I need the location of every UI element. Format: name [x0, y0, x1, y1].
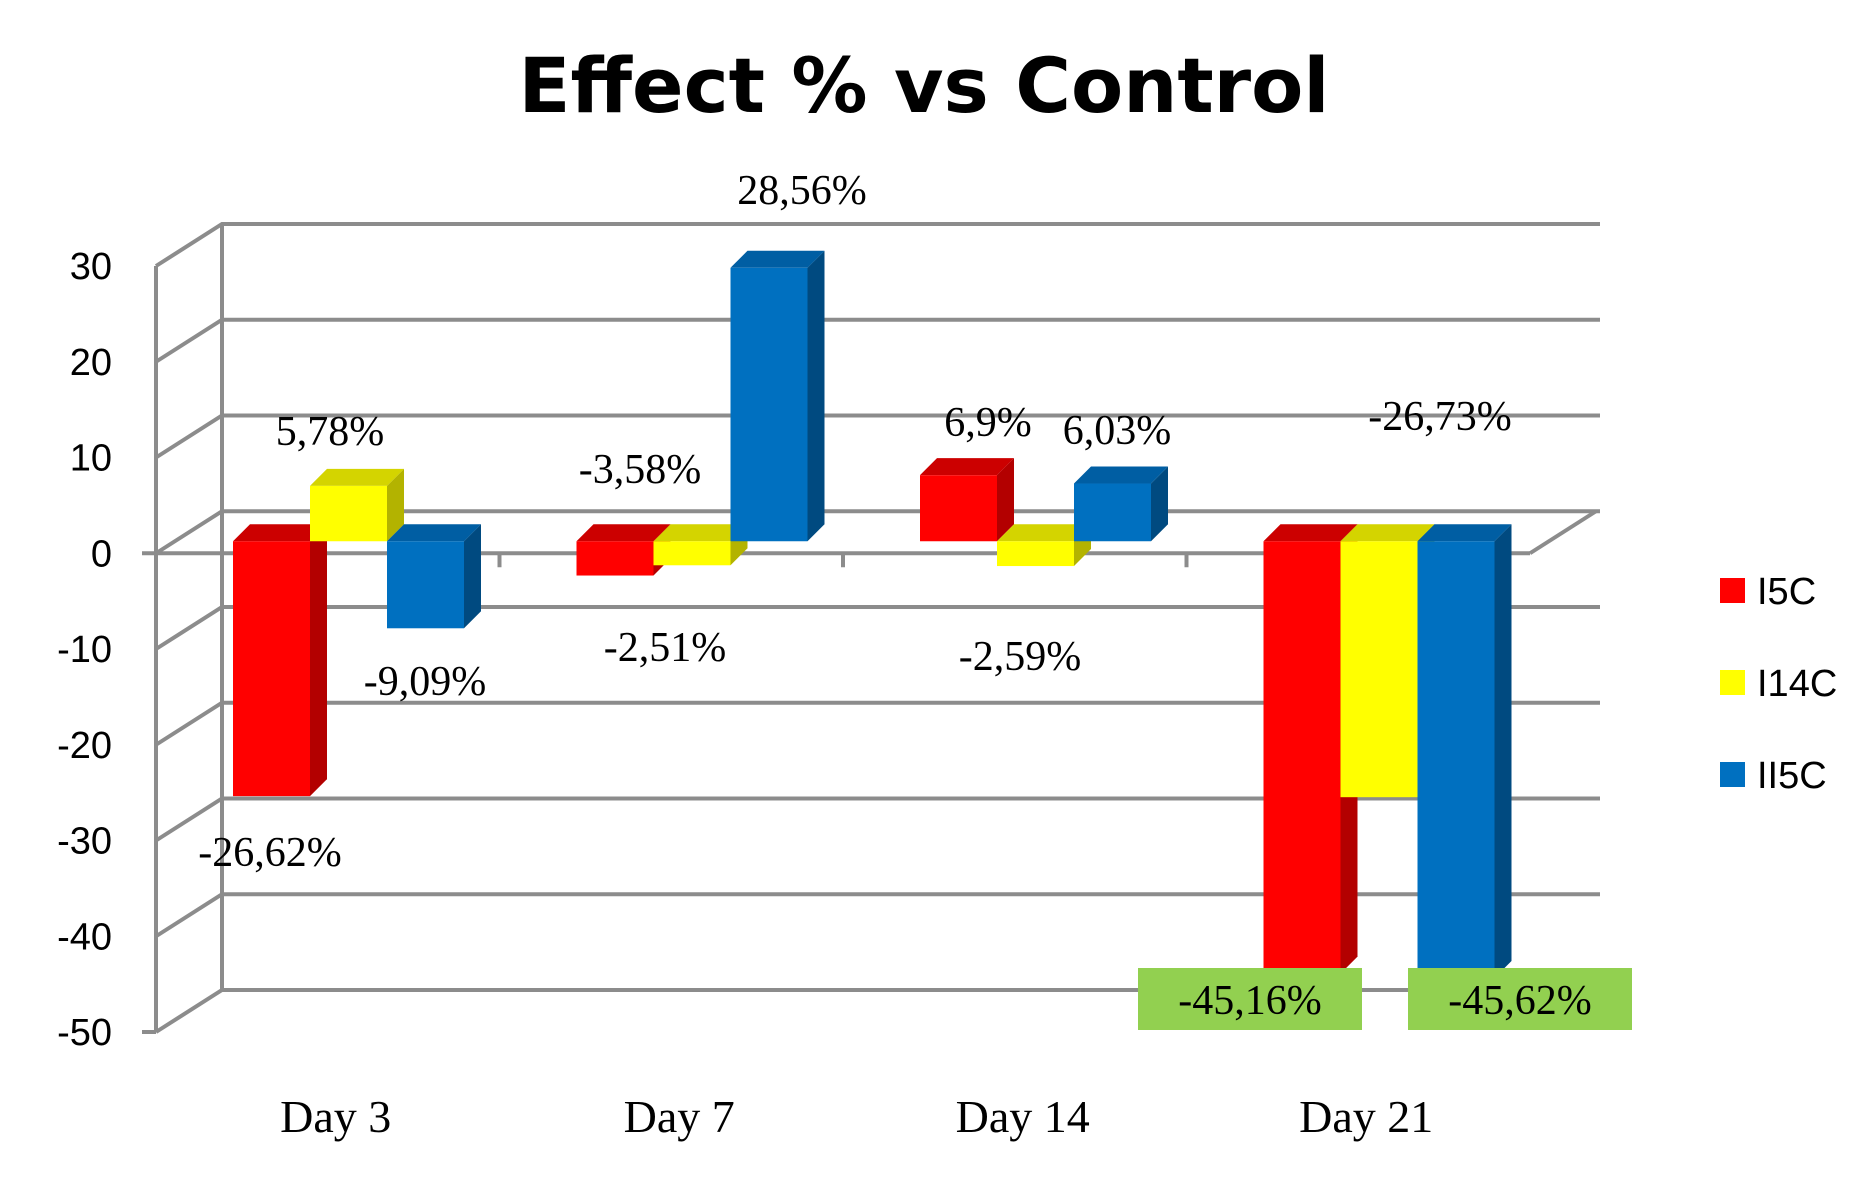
data-label-I5C: -45,16% — [1178, 978, 1321, 1024]
y-tick-label: -20 — [57, 725, 112, 767]
data-label-highlight — [1408, 968, 1632, 1030]
data-label-I5C: -3,58% — [579, 447, 701, 493]
legend-swatch — [1720, 670, 1745, 695]
y-tick-label: 30 — [70, 246, 112, 288]
data-label-I5C: -26,62% — [198, 830, 341, 876]
legend-swatch — [1720, 762, 1745, 787]
legend-item-II5C: II5C — [1720, 755, 1827, 797]
bar-II5C-day-14 — [1074, 466, 1168, 542]
data-label-II5C: -45,62% — [1448, 978, 1591, 1024]
y-tick-label: -40 — [57, 916, 112, 958]
data-label-I14C: -2,51% — [604, 625, 726, 671]
legend-item-I14C: I14C — [1720, 663, 1837, 705]
gridline — [154, 988, 1600, 1034]
legend-label: I14C — [1757, 663, 1837, 705]
y-axis-ticks: 30 20 10 0 -10 -20 -30 -40 -50 — [57, 246, 112, 1054]
bar-I5C-day-3 — [233, 524, 327, 797]
y-tick-label: -50 — [57, 1012, 112, 1054]
legend-swatch — [1720, 578, 1745, 603]
chart-title: Effect % vs Control — [519, 41, 1330, 130]
gridline — [154, 892, 1600, 938]
y-tick-label: -10 — [57, 629, 112, 671]
data-label-I14C: -26,73% — [1368, 394, 1511, 440]
data-label-II5C: -9,09% — [364, 659, 486, 705]
y-tick-label: -30 — [57, 821, 112, 863]
legend: I5C I14C II5C — [1720, 571, 1837, 797]
legend-label: I5C — [1757, 571, 1816, 613]
y-tick-label: 10 — [70, 438, 112, 480]
data-label-II5C: 6,03% — [1063, 408, 1172, 454]
gridline — [154, 317, 1600, 364]
data-label-highlight — [1138, 968, 1362, 1030]
bars — [233, 250, 1512, 979]
data-label-I5C: 6,9% — [944, 400, 1032, 446]
category-labels: Day 3 Day 7 Day 14 Day 21 — [280, 1091, 1433, 1142]
x-tick-label: Day 21 — [1299, 1091, 1433, 1142]
data-labels: -26,62% -3,58% 6,9% -45,16% 5,78% -2,51% -2,59… — [198, 168, 1632, 1030]
bar-II5C-day-3 — [387, 524, 481, 629]
data-label-II5C: 28,56% — [737, 168, 867, 214]
x-axis-depth-line — [1528, 509, 1598, 555]
x-tick-label: Day 14 — [956, 1091, 1090, 1142]
data-label-I14C: 5,78% — [276, 409, 385, 455]
gridline — [154, 796, 1600, 843]
y-tick-label: 20 — [70, 342, 112, 384]
bar-II5C-day-21 — [1417, 524, 1512, 979]
x-tick-label: Day 7 — [624, 1091, 735, 1142]
legend-item-I5C: I5C — [1720, 571, 1816, 613]
data-label-I14C: -2,59% — [959, 634, 1081, 680]
gridline — [154, 222, 1600, 268]
legend-label: II5C — [1757, 755, 1827, 797]
x-tick-label: Day 3 — [280, 1091, 391, 1142]
bar-I5C-day-14 — [920, 458, 1014, 542]
bar-II5C-day-7 — [730, 250, 825, 542]
y-tick-label: 0 — [91, 533, 112, 575]
bar-I14C-day-3 — [310, 468, 404, 542]
